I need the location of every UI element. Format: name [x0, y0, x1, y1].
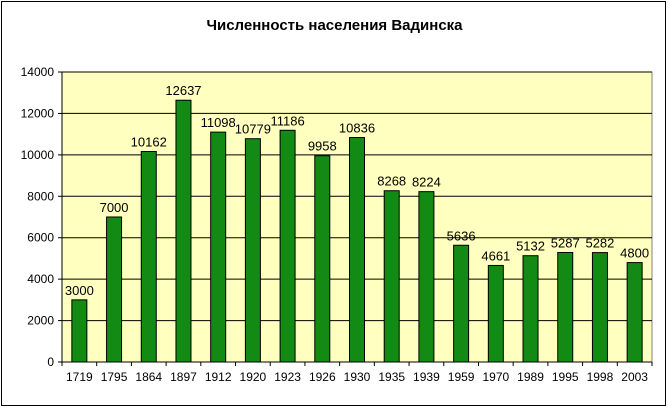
bar-value-label: 4800	[620, 246, 649, 261]
bar-1912	[210, 131, 227, 363]
bar-1897	[175, 99, 192, 363]
bar-value-label: 5282	[585, 236, 614, 251]
bar-value-label: 7000	[100, 200, 129, 215]
chart-title: Численность населения Вадинска	[206, 17, 463, 34]
x-tick-label: 1935	[378, 370, 405, 384]
x-tick-label: 1719	[66, 370, 93, 384]
bar-value-label: 10836	[339, 121, 375, 136]
x-tick-label: 1995	[552, 370, 579, 384]
bar-value-label: 12637	[165, 83, 201, 98]
bar-1795	[106, 216, 123, 363]
bar-1719	[71, 299, 88, 363]
bar-1920	[244, 138, 261, 363]
y-tick-label: 4000	[27, 272, 54, 286]
bar-value-label: 11098	[201, 115, 236, 130]
x-tick-label: 1970	[482, 370, 509, 384]
x-tick-label: 1912	[205, 370, 232, 384]
bar-1995	[557, 251, 574, 363]
bar-value-label: 5636	[447, 228, 476, 243]
bar-value-label: 8224	[412, 175, 441, 190]
bar-1970	[487, 264, 504, 363]
x-tick-label: 1989	[517, 370, 544, 384]
bar-1930	[349, 137, 365, 363]
x-tick-label: 1939	[413, 370, 440, 384]
y-tick-label: 8000	[27, 189, 54, 203]
bar-value-label: 10779	[235, 122, 271, 137]
bar-value-label: 11186	[270, 113, 304, 128]
y-tick-label: 0	[47, 355, 54, 369]
y-tick-label: 12000	[21, 106, 55, 120]
y-tick-label: 10000	[21, 148, 55, 162]
bar-value-label: 5132	[516, 239, 545, 254]
bar-1939	[418, 191, 435, 363]
y-tick-label: 2000	[27, 314, 54, 328]
bar-1923	[279, 129, 296, 363]
bar-value-label: 5287	[551, 235, 580, 250]
x-tick-label: 1795	[101, 370, 128, 384]
x-tick-label: 1897	[170, 370, 197, 384]
x-tick-label: 1923	[274, 370, 301, 384]
y-tick-label: 6000	[27, 231, 54, 245]
bar-value-label: 9958	[308, 139, 337, 154]
x-tick-label: 1998	[587, 370, 614, 384]
x-tick-label: 1959	[448, 370, 475, 384]
x-tick-label: 1930	[344, 370, 371, 384]
bar-value-label: 4661	[481, 248, 510, 263]
x-tick-label: 1920	[240, 370, 267, 384]
bar-2003	[626, 262, 643, 363]
bar-value-label: 10162	[131, 135, 167, 150]
bar-value-label: 3000	[65, 283, 94, 298]
bar-1998	[591, 252, 608, 363]
bar-value-label: 8268	[377, 174, 406, 189]
bar-1926	[314, 155, 331, 363]
x-tick-label: 1926	[309, 370, 336, 384]
bar-1864	[140, 151, 157, 363]
y-tick-label: 14000	[21, 65, 55, 79]
x-tick-label: 1864	[135, 370, 162, 384]
x-tick-label: 2003	[621, 370, 648, 384]
bar-1959	[453, 244, 470, 363]
bar-1935	[383, 190, 400, 363]
bar-1989	[522, 255, 539, 363]
